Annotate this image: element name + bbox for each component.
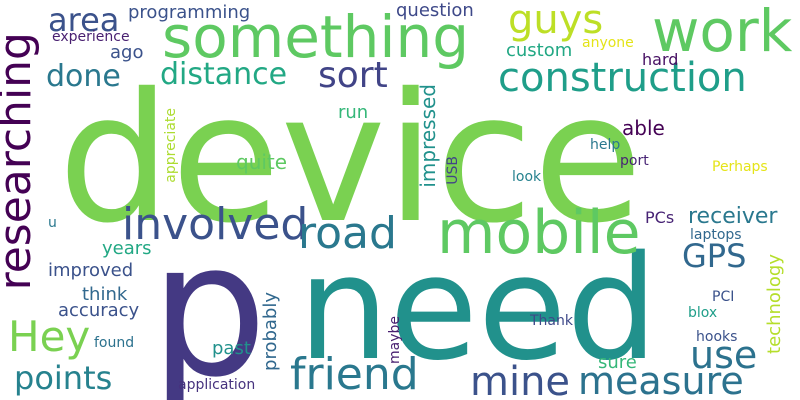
word-programming: programming	[128, 2, 251, 23]
word-construction: construction	[498, 55, 747, 101]
word-use: use	[690, 333, 758, 377]
word-area: area	[48, 1, 120, 39]
word-device: device	[58, 55, 643, 262]
word-able: able	[622, 116, 665, 140]
word-quite: quite	[236, 150, 288, 174]
word-years: years	[102, 238, 152, 259]
word-look: look	[512, 169, 542, 185]
word-hard: hard	[642, 50, 679, 69]
word-laptops: laptops	[690, 227, 742, 243]
word-question: question	[396, 0, 474, 21]
word-sort: sort	[318, 55, 388, 96]
word-points: points	[14, 359, 113, 397]
word-u: u	[48, 215, 57, 231]
word-PCs: PCs	[645, 208, 675, 227]
word-USB: USB	[445, 156, 461, 185]
word-impressed: impressed	[416, 84, 440, 188]
word-guys: guys	[508, 0, 604, 43]
word-Hey: Hey	[8, 312, 91, 361]
word-found: found	[94, 335, 135, 351]
word-ago: ago	[110, 42, 144, 63]
word-custom: custom	[506, 40, 573, 61]
word-something: something	[162, 3, 470, 71]
word-appreciate: appreciate	[163, 108, 179, 183]
word-involved: involved	[122, 199, 309, 250]
word-sure: sure	[598, 352, 637, 373]
word-application: application	[178, 377, 256, 393]
word-receiver: receiver	[688, 204, 778, 229]
word-think: think	[82, 284, 128, 305]
word-accuracy: accuracy	[58, 300, 140, 321]
word-Thank: Thank	[530, 313, 573, 329]
word-experience: experience	[52, 29, 130, 45]
word-friend: friend	[290, 349, 419, 400]
word-past: past	[212, 338, 251, 359]
word-researching: researching	[0, 32, 41, 291]
word-PCI: PCI	[712, 289, 735, 305]
word-blox: blox	[688, 305, 718, 321]
word-probably: probably	[260, 292, 281, 371]
word-work: work	[652, 0, 793, 65]
word-done: done	[46, 59, 121, 94]
word-anyone: anyone	[582, 35, 634, 51]
word-hooks: hooks	[696, 329, 738, 345]
word-improved: improved	[48, 260, 134, 281]
word-help: help	[590, 137, 621, 153]
word-port: port	[620, 153, 649, 169]
word-measure: measure	[578, 359, 744, 400]
word-run: run	[338, 102, 369, 123]
word-Perhaps: Perhaps	[712, 159, 768, 175]
word-GPS: GPS	[682, 237, 747, 275]
word-road: road	[298, 208, 397, 259]
word-mine: mine	[470, 359, 571, 400]
word-distance: distance	[160, 57, 288, 92]
word-technology: technology	[764, 254, 785, 354]
word-maybe: maybe	[387, 316, 403, 365]
word-p: p	[150, 202, 268, 400]
word-mobile: mobile	[437, 198, 641, 268]
word-need: need	[298, 224, 658, 392]
